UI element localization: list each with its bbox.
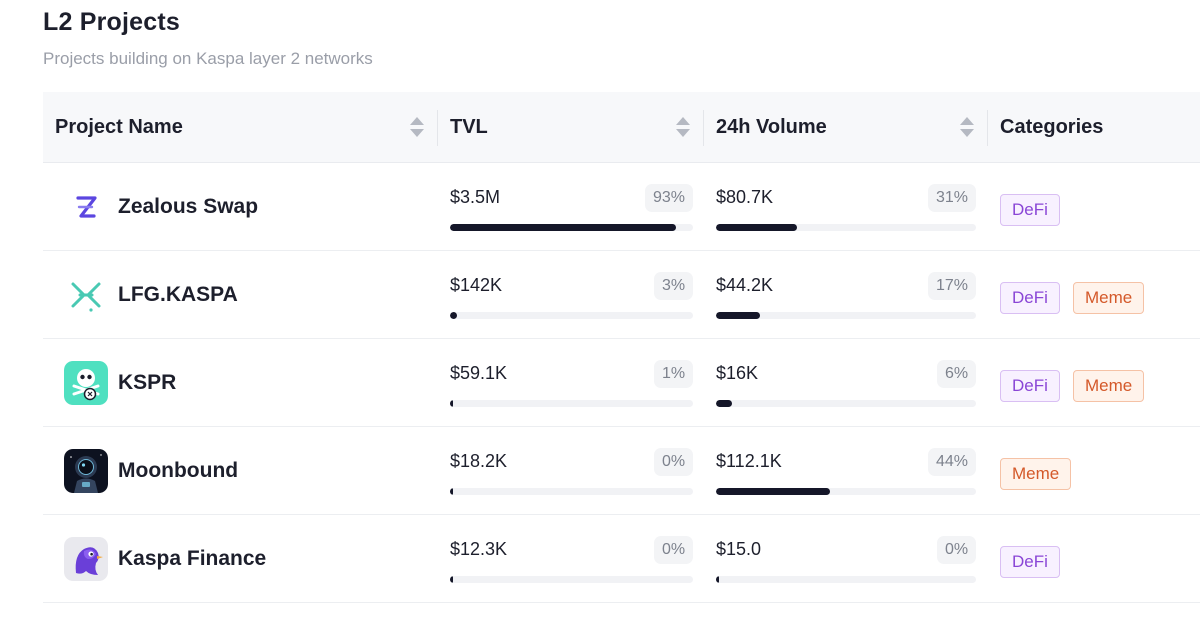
- table-row[interactable]: Zealous Swap $3.5M 93% $80.7K 31% DeFi: [43, 163, 1200, 251]
- volume-progress-fill: [716, 224, 797, 231]
- volume-percent-badge: 6%: [937, 360, 977, 388]
- project-name[interactable]: LFG.KASPA: [118, 283, 238, 306]
- tvl-progress-fill: [450, 488, 453, 495]
- tvl-percent-badge: 1%: [654, 360, 694, 388]
- tvl-value: $18.2K: [450, 451, 508, 471]
- volume-progress-fill: [716, 576, 719, 583]
- tvl-percent-badge: 3%: [654, 272, 694, 300]
- volume-progress-bar: [716, 224, 976, 231]
- project-name[interactable]: Zealous Swap: [118, 195, 259, 218]
- tvl-progress-bar: [450, 488, 693, 495]
- volume-value: $16K: [716, 363, 759, 383]
- volume-percent-badge: 31%: [928, 184, 977, 212]
- tvl-progress-bar: [450, 576, 693, 583]
- tvl-percent-badge: 93%: [645, 184, 694, 212]
- project-name[interactable]: Moonbound: [118, 459, 239, 482]
- volume-percent-badge: 17%: [928, 272, 977, 300]
- category-tag-meme[interactable]: Meme: [1073, 370, 1145, 402]
- table-row[interactable]: KSPR $59.1K 1% $16K 6% DeFi Meme: [43, 339, 1200, 427]
- tvl-value: $142K: [450, 275, 503, 295]
- volume-progress-fill: [716, 488, 831, 495]
- table-row[interactable]: Kaspa Finance $12.3K 0% $15.0 0% DeFi: [43, 515, 1200, 603]
- tvl-progress-bar: [450, 224, 693, 231]
- page-title: L2 Projects: [43, 8, 180, 36]
- tvl-progress-fill: [450, 224, 676, 231]
- tvl-value: $12.3K: [450, 539, 508, 559]
- tvl-value: $59.1K: [450, 363, 508, 383]
- zealous-swap-logo-icon: [64, 185, 108, 229]
- category-tag-defi[interactable]: DeFi: [1000, 282, 1060, 314]
- volume-percent-badge: 44%: [928, 448, 977, 476]
- volume-value: $112.1K: [716, 451, 782, 471]
- tvl-percent-badge: 0%: [654, 536, 694, 564]
- volume-progress-fill: [716, 400, 732, 407]
- category-tag-defi[interactable]: DeFi: [1000, 546, 1060, 578]
- kaspa-finance-logo-icon: [64, 537, 108, 581]
- tvl-progress-fill: [450, 312, 458, 319]
- table-row[interactable]: LFG.KASPA $142K 3% $44.2K 17% DeFi Meme: [43, 251, 1200, 339]
- volume-value: $44.2K: [716, 275, 774, 295]
- volume-progress-fill: [716, 312, 761, 319]
- volume-progress-bar: [716, 488, 976, 495]
- tvl-percent-badge: 0%: [654, 448, 694, 476]
- tvl-progress-fill: [450, 400, 453, 407]
- tvl-progress-fill: [450, 576, 453, 583]
- volume-progress-bar: [716, 400, 976, 407]
- project-name[interactable]: Kaspa Finance: [118, 547, 267, 570]
- category-tag-defi[interactable]: DeFi: [1000, 370, 1060, 402]
- column-header-categories: Categories: [1000, 116, 1104, 138]
- column-header-tvl[interactable]: TVL: [450, 116, 488, 138]
- projects-table: Project Name TVL 24h Volume Categories Z…: [43, 92, 1200, 603]
- table-header: Project Name TVL 24h Volume Categories: [43, 92, 1200, 163]
- project-name[interactable]: KSPR: [118, 371, 177, 394]
- volume-progress-bar: [716, 312, 976, 319]
- lfg-kaspa-logo-icon: [64, 273, 108, 317]
- sort-tvl-icon[interactable]: [676, 117, 690, 139]
- category-tag-meme[interactable]: Meme: [1073, 282, 1145, 314]
- volume-value: $15.0: [716, 539, 762, 559]
- column-header-24h-volume[interactable]: 24h Volume: [716, 116, 827, 138]
- moonbound-logo-icon: [64, 449, 108, 493]
- sort-24h-volume-icon[interactable]: [960, 117, 974, 139]
- page-subtitle: Projects building on Kaspa layer 2 netwo…: [43, 49, 373, 68]
- volume-percent-badge: 0%: [937, 536, 977, 564]
- tvl-progress-bar: [450, 312, 693, 319]
- tvl-value: $3.5M: [450, 187, 501, 207]
- volume-value: $80.7K: [716, 187, 774, 207]
- sort-project-name-icon[interactable]: [410, 117, 424, 139]
- volume-progress-bar: [716, 576, 976, 583]
- category-tag-meme[interactable]: Meme: [1000, 458, 1072, 490]
- category-tag-defi[interactable]: DeFi: [1000, 194, 1060, 226]
- column-header-project-name[interactable]: Project Name: [55, 116, 183, 138]
- kspr-logo-icon: [64, 361, 108, 405]
- tvl-progress-bar: [450, 400, 693, 407]
- table-row[interactable]: Moonbound $18.2K 0% $112.1K 44% Meme: [43, 427, 1200, 515]
